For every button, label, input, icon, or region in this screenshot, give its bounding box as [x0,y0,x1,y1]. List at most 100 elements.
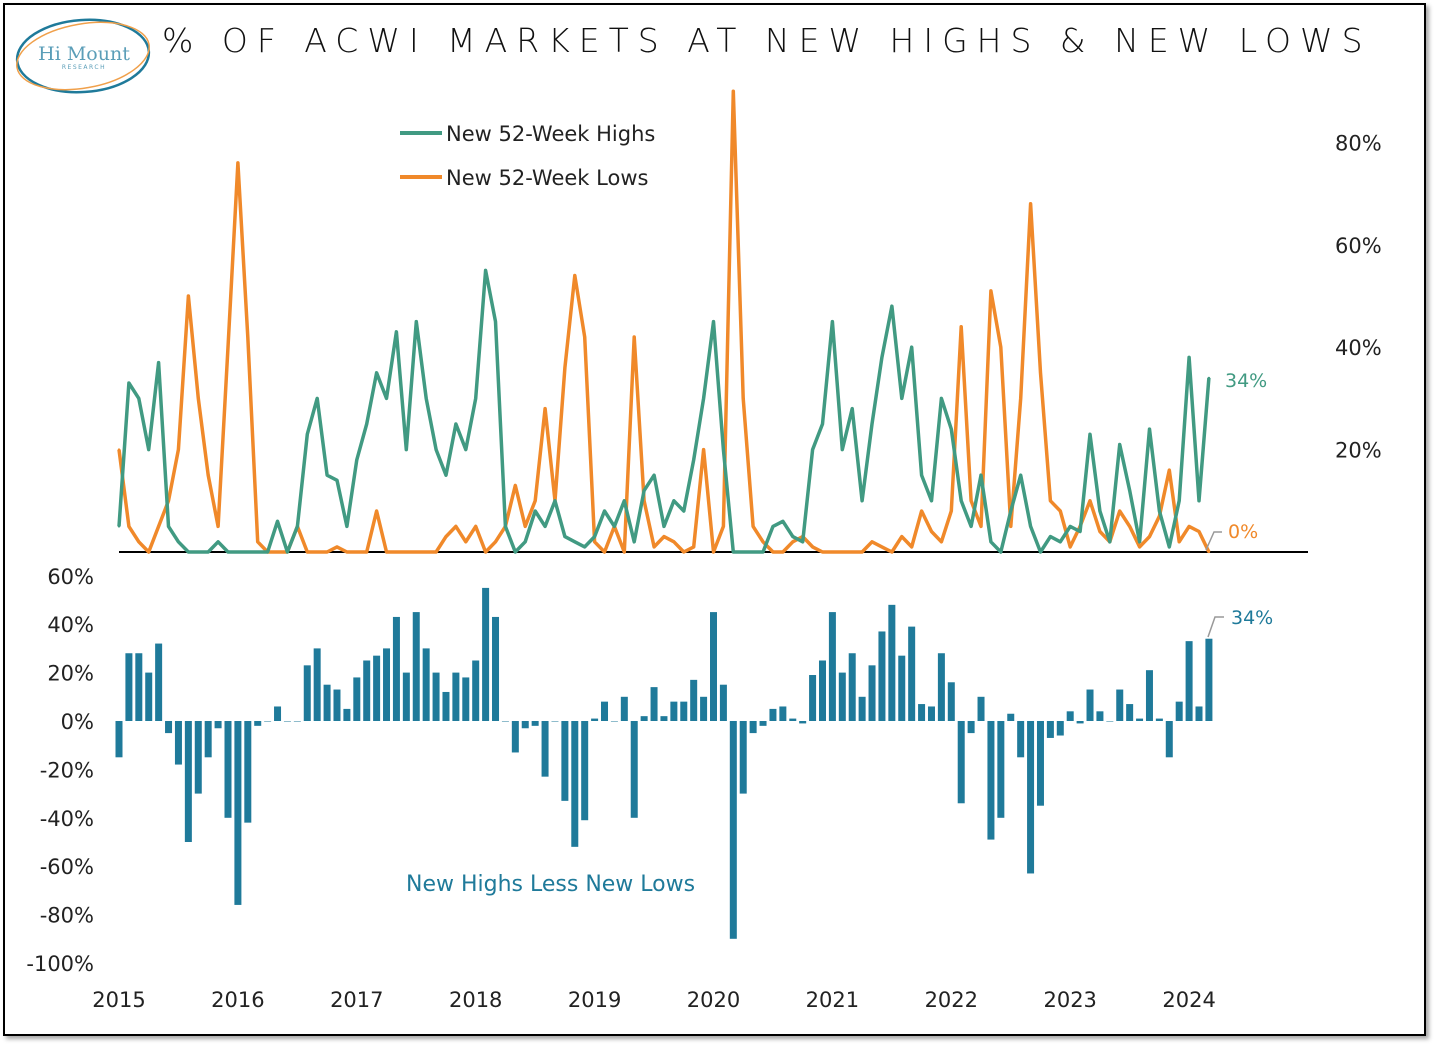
highs-point [633,540,636,543]
highs-point [771,525,775,528]
lows-point [1138,545,1141,549]
highs-point [940,397,943,400]
lows-point [692,545,695,549]
net-bar [234,721,242,905]
bottom-y-tick-label: -40% [40,807,94,831]
net-bar [1145,670,1153,721]
lows-point [989,289,993,293]
lows-point [147,550,150,554]
net-bar [422,648,430,721]
net-bar [1007,713,1015,721]
highs-point [1138,540,1141,543]
lows-point [1128,525,1131,528]
net-bar [630,721,638,818]
bottom-y-tick-label: -20% [40,758,94,782]
lows-point [969,499,973,502]
lows-point [732,90,735,93]
lows-point [514,484,517,487]
highs-point [345,525,349,528]
highs-point [187,550,190,554]
highs-point [167,525,170,528]
net-end-leader [1207,616,1224,638]
highs-point [969,525,973,528]
net-bar [561,721,569,801]
net-bar [531,721,539,726]
net-bar [680,701,688,721]
lows-point [1059,509,1062,513]
net-bar [1076,721,1084,724]
lows-point [1049,499,1052,502]
lows-point [216,525,220,528]
net-bar [184,721,192,842]
net-bar [809,675,817,721]
highs-point [1069,525,1072,528]
lows-point [1187,525,1191,528]
lows-point [960,325,963,328]
highs-point [315,397,319,400]
lows-point [851,550,854,554]
lows-point [256,540,259,543]
bottom-y-tick-label: 40% [47,613,94,637]
top-y-tick-label: 80% [1335,131,1382,155]
highs-point [583,545,586,549]
net-bar [878,631,886,721]
highs-point [375,371,378,374]
lows-point [375,509,378,513]
highs-point [276,520,279,523]
net-bar [1036,721,1044,806]
lows-point [831,550,834,554]
net-bar [1205,638,1213,721]
logo: Hi Mount RESEARCH [15,18,151,94]
net-bar [848,653,856,721]
top-y-tick-label: 20% [1335,439,1382,463]
highs-point [533,509,537,513]
bottom-y-tick-label: -100% [26,952,94,976]
highs-point [979,474,983,477]
highs-point [1148,427,1151,431]
highs-point [1108,540,1112,543]
highs-point [999,550,1003,554]
bottom-y-tick-label: 0% [61,710,94,734]
highs-point [524,540,527,543]
lows-point [821,550,824,554]
net-bar [383,648,391,721]
lows-point [1168,468,1171,472]
lows-point [494,540,497,543]
net-bar [462,677,470,721]
highs-point [236,550,240,554]
highs-point [424,397,428,400]
lows-point [187,294,190,298]
highs-point [474,397,477,400]
net-bar [442,691,450,721]
lows-point [593,540,596,543]
lows-point [464,540,467,543]
highs-point [1029,525,1032,528]
x-tick-label: 2021 [806,988,859,1012]
highs-point [553,499,557,502]
lows-point [742,397,745,400]
highs-point [335,479,339,482]
lows-point [1019,397,1022,400]
legend: New 52-Week Highs New 52-Week Lows [400,122,655,190]
highs-point [296,525,299,528]
lows-point [533,499,537,502]
net-bar [670,701,678,721]
highs-point [851,407,854,410]
lows-point [1148,535,1151,538]
highs-point [286,550,289,554]
net-bar [135,653,143,721]
lows-point [137,540,141,543]
lows-point [682,550,685,554]
highs-point [910,346,913,349]
highs-point [246,550,250,554]
lows-point [1197,530,1201,533]
lows-point [633,335,636,339]
net-bar [432,672,440,721]
net-bar [511,721,519,753]
highs-point [306,433,309,436]
lows-point [1098,530,1102,533]
net-bar [392,616,400,721]
net-bar [323,684,331,721]
net-bar [710,612,717,721]
net-bar [244,721,252,823]
